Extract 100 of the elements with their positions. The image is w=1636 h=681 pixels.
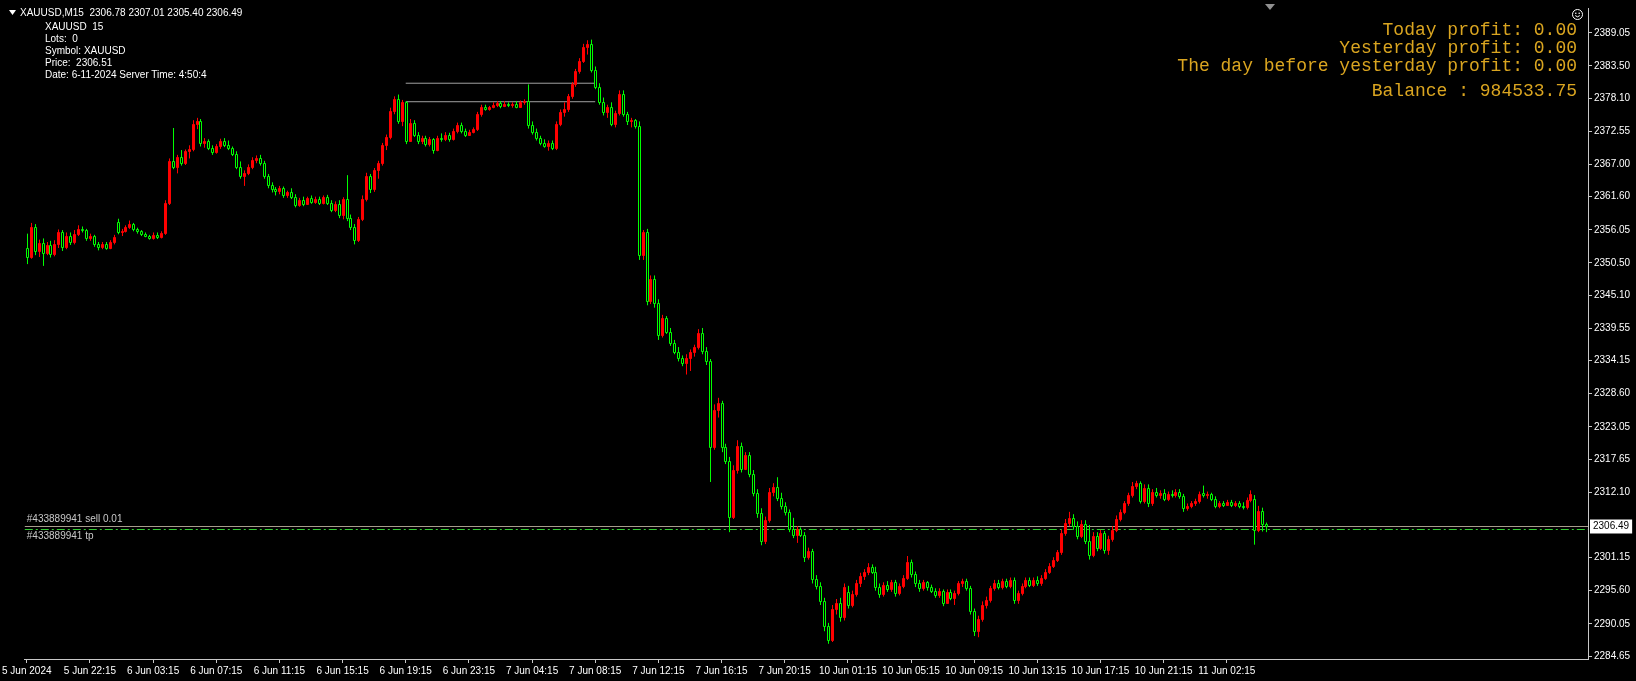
candlestick bbox=[49, 240, 52, 259]
y-tick-label: 2350.50 bbox=[1594, 256, 1631, 268]
x-tick-label: 7 Jun 16:15 bbox=[695, 664, 749, 676]
candlestick bbox=[744, 451, 747, 471]
candlestick bbox=[180, 149, 183, 167]
y-tick-label: 2345.10 bbox=[1594, 288, 1631, 300]
candlestick bbox=[807, 547, 810, 561]
candlestick bbox=[519, 100, 522, 109]
candlestick bbox=[89, 233, 92, 242]
x-tick-label: 10 Jun 21:15 bbox=[1134, 664, 1193, 676]
x-tick-label: 6 Jun 11:15 bbox=[253, 664, 306, 676]
candlestick bbox=[886, 580, 889, 593]
candlestick bbox=[342, 196, 345, 220]
candlestick bbox=[1190, 500, 1193, 509]
annotation: Price: 2306.51 bbox=[45, 56, 113, 68]
candlestick bbox=[46, 241, 49, 256]
candlestick bbox=[34, 223, 37, 256]
candlestick bbox=[499, 100, 502, 109]
ref-line-label: 2306.49 bbox=[1593, 520, 1630, 532]
x-tick-label: 7 Jun 04:15 bbox=[505, 664, 559, 676]
candlestick bbox=[511, 101, 514, 109]
candlestick bbox=[1099, 529, 1102, 551]
candlestick bbox=[882, 581, 885, 598]
y-tick-label: 2290.05 bbox=[1594, 617, 1631, 629]
candlestick bbox=[460, 122, 463, 134]
candlestick bbox=[424, 135, 427, 147]
candlestick bbox=[685, 353, 688, 376]
candlestick bbox=[492, 101, 495, 109]
x-tick-label: 11 Jun 02:15 bbox=[1198, 664, 1256, 676]
candlestick bbox=[890, 579, 893, 593]
candlestick bbox=[1088, 524, 1091, 561]
candlestick bbox=[1032, 577, 1035, 588]
candlestick bbox=[278, 185, 281, 195]
x-tick-label: 6 Jun 23:15 bbox=[442, 664, 496, 676]
candlestick bbox=[1226, 499, 1229, 507]
y-tick-label: 2284.65 bbox=[1594, 649, 1631, 661]
candlestick bbox=[421, 135, 424, 145]
candlestick bbox=[121, 228, 124, 237]
candlestick bbox=[551, 140, 554, 151]
candlestick bbox=[444, 131, 447, 142]
candlestick bbox=[286, 190, 289, 199]
candlestick bbox=[401, 99, 404, 127]
candlestick bbox=[124, 224, 127, 233]
y-tick-label: 2372.55 bbox=[1594, 125, 1631, 137]
candlestick bbox=[1171, 489, 1174, 499]
candlestick bbox=[215, 143, 218, 155]
y-tick-label: 2389.05 bbox=[1594, 26, 1631, 38]
x-tick-label: 5 Jun 22:15 bbox=[63, 664, 117, 676]
candlestick bbox=[65, 231, 68, 250]
candlestick bbox=[1222, 500, 1225, 508]
candlestick bbox=[105, 241, 108, 251]
candlestick bbox=[689, 348, 692, 372]
candlestick bbox=[1242, 501, 1245, 510]
candlestick bbox=[1167, 491, 1170, 502]
annotation: Lots: 0 bbox=[45, 32, 79, 44]
candlestick bbox=[152, 231, 155, 241]
candlestick bbox=[1257, 505, 1260, 533]
candlestick bbox=[432, 137, 435, 155]
y-tick-label: 2323.05 bbox=[1594, 420, 1631, 432]
candlestick bbox=[740, 442, 743, 473]
annotation: Balance : 984533.75 bbox=[1371, 80, 1577, 101]
candlestick bbox=[1234, 500, 1237, 508]
candlestick bbox=[1214, 495, 1217, 509]
candlestick bbox=[1103, 530, 1106, 555]
x-tick-label: 10 Jun 01:15 bbox=[818, 664, 878, 676]
candlestick bbox=[1230, 499, 1233, 508]
candlestick bbox=[468, 129, 471, 137]
candlestick bbox=[839, 597, 842, 623]
y-tick-label: 2328.60 bbox=[1594, 387, 1631, 399]
candlestick bbox=[638, 120, 641, 261]
candlestick bbox=[219, 138, 222, 150]
x-tick-label: 6 Jun 07:15 bbox=[190, 664, 243, 676]
candlestick bbox=[93, 234, 96, 248]
candlestick bbox=[428, 136, 431, 147]
candlestick bbox=[1202, 485, 1205, 499]
candlestick bbox=[803, 531, 806, 563]
candlestick bbox=[1261, 507, 1264, 533]
y-tick-label: 2367.00 bbox=[1594, 158, 1631, 170]
candlestick bbox=[42, 237, 45, 267]
candlestick bbox=[1206, 491, 1209, 500]
candlestick bbox=[547, 140, 550, 152]
candlestick bbox=[38, 239, 41, 258]
candlestick bbox=[440, 132, 443, 143]
candlestick bbox=[1253, 494, 1256, 546]
candlestick bbox=[184, 148, 187, 166]
candlestick bbox=[934, 587, 937, 599]
candlestick bbox=[172, 127, 175, 170]
chart-title: XAUUSD,M15 2306.78 2307.01 2305.40 2306.49 bbox=[20, 6, 243, 18]
x-tick-label: 6 Jun 15:15 bbox=[316, 664, 370, 676]
annotation: Yesterday profit: 0.00 bbox=[1339, 37, 1577, 58]
candlestick bbox=[507, 101, 510, 108]
candlestick bbox=[630, 117, 633, 128]
candlestick bbox=[132, 222, 135, 232]
candlestick bbox=[646, 228, 649, 306]
candlestick bbox=[1147, 483, 1150, 508]
candlestick bbox=[543, 138, 546, 149]
y-tick-label: 2339.55 bbox=[1594, 322, 1631, 334]
candlestick bbox=[1005, 578, 1008, 589]
candlestick bbox=[649, 274, 652, 305]
candlestick bbox=[1186, 502, 1189, 512]
